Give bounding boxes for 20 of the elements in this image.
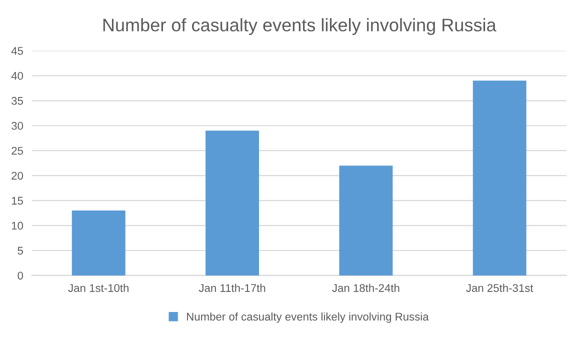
y-tick-label: 25 [12,146,23,155]
chart-title: Number of casualty events likely involving Russia [103,18,496,35]
y-tick-label: 30 [12,122,24,130]
y-tick-label: 0 [18,272,24,280]
bar [472,80,526,276]
bar [72,210,126,276]
y-tick-label: 10 [12,222,24,230]
x-tick-label: Jan 18th-24th [332,284,400,292]
bar [206,130,260,276]
y-tick-label: 20 [12,172,24,180]
x-tick-label: Jan 1st-10th [68,284,128,292]
bar [339,166,393,276]
x-tick-label: Jan 11th-17th [198,284,266,292]
y-tick-label: 35 [12,96,23,105]
x-tick-label: Jan 25th-31st [466,284,534,292]
y-tick-label: 5 [18,246,23,255]
y-tick-label: 45 [11,47,23,55]
y-tick-label: 15 [12,196,23,205]
y-tick-label: 40 [11,72,24,80]
legend-label: Number of casualty events likely involving Russia [187,312,429,323]
